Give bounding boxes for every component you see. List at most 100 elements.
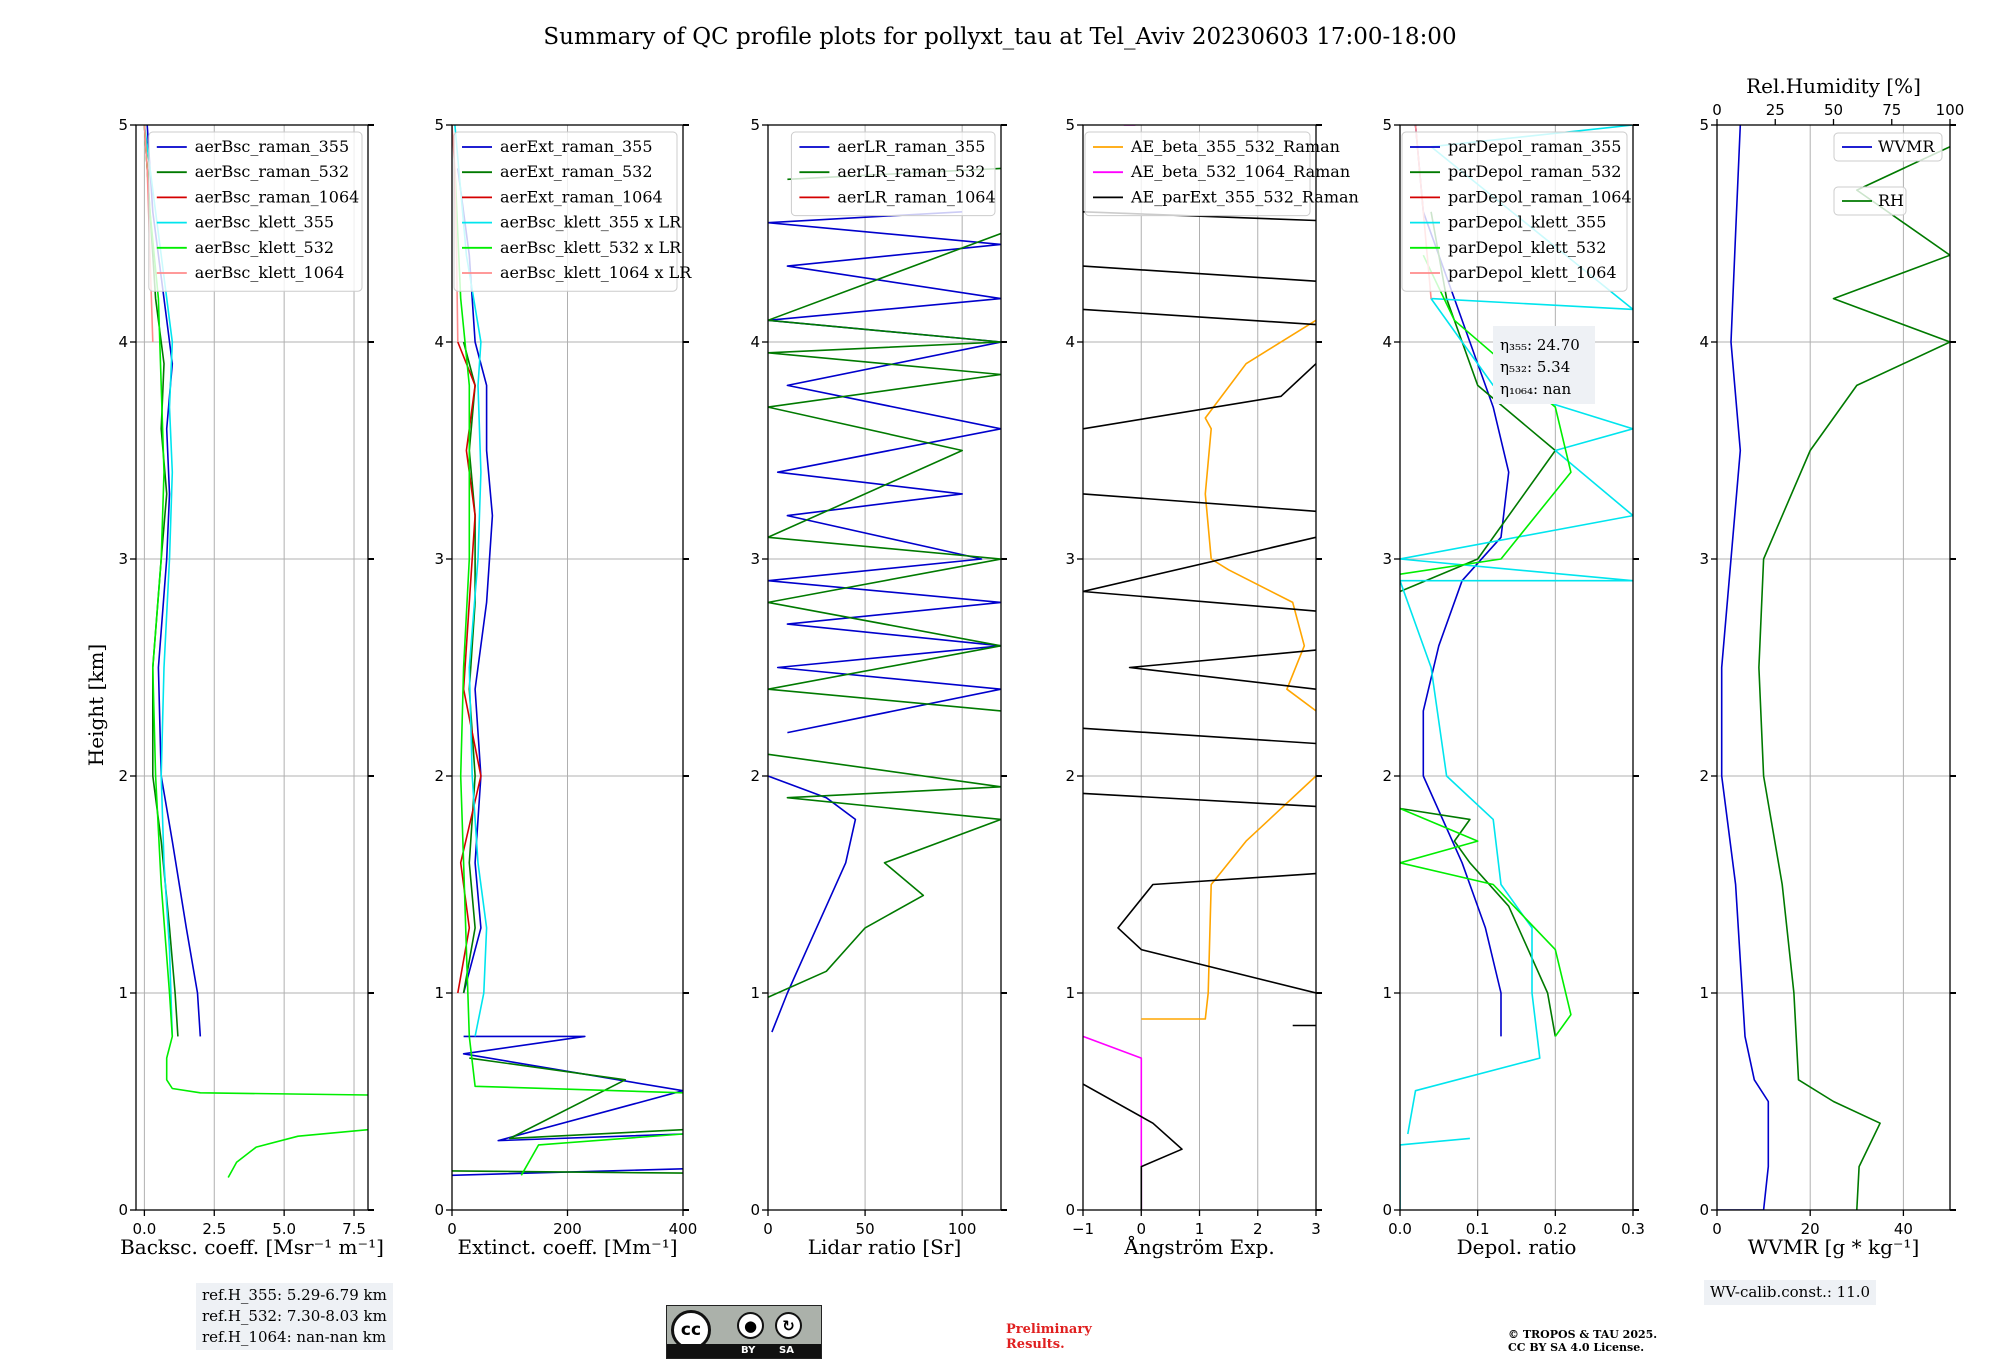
figure-title: Summary of QC profile plots for pollyxt_… xyxy=(543,24,1456,50)
legend-label: aerBsc_klett_1064 xyxy=(195,263,344,282)
legend-label: parDepol_klett_355 xyxy=(1448,213,1606,232)
legend-box xyxy=(1833,132,1943,162)
series-line-aerBsc_klett_355 x LR xyxy=(454,125,488,1037)
x-tick-label: 0 xyxy=(1136,1220,1146,1238)
x-axis-label: Ångström Exp. xyxy=(1123,1234,1274,1259)
series-group xyxy=(1717,125,1950,1210)
series-group xyxy=(1083,125,1316,1210)
y-tick-label: 3 xyxy=(1699,550,1709,568)
y-tick-label: 1 xyxy=(1065,984,1075,1002)
y-tick-label: 4 xyxy=(434,333,444,351)
axes-frame xyxy=(135,124,369,1211)
legend: parDepol_raman_355 parDepol_raman_532 parD… xyxy=(1401,131,1632,292)
legend-wvmr: WVMR xyxy=(1833,132,1943,162)
annotation-box xyxy=(1493,326,1595,404)
y-tick-label: 5 xyxy=(118,116,128,134)
series-line-aerLR_raman_355 xyxy=(768,211,1001,1033)
legend-label: aerBsc_klett_1064 x LR xyxy=(500,263,692,282)
series-line-AE_parExt_355_532_Raman xyxy=(1083,211,1316,1210)
y-tick-label: 0 xyxy=(118,1201,128,1219)
legend-label: aerBsc_klett_355 x LR xyxy=(500,213,682,232)
y-tick-label: 4 xyxy=(1382,333,1392,351)
y-tick-label: 2 xyxy=(1699,767,1709,785)
legend-label: aerBsc_klett_355 xyxy=(195,213,334,232)
wv-calib-box: WV-calib.const.: 11.0 xyxy=(1704,1280,1877,1305)
legend: aerBsc_raman_355 aerBsc_raman_532 aerBsc_r… xyxy=(148,131,363,292)
legend-label: parDepol_raman_355 xyxy=(1448,137,1621,156)
x-tick-label: 1 xyxy=(1195,1220,1205,1238)
legend-rh: RH xyxy=(1833,186,1907,216)
legend-label: AE_parExt_355_532_Raman xyxy=(1130,187,1359,206)
legend-label: parDepol_raman_532 xyxy=(1448,162,1621,181)
y-tick-label: 3 xyxy=(1065,550,1075,568)
y-tick-label: 1 xyxy=(1699,984,1709,1002)
series-line-AE_beta_532_1064_Raman xyxy=(1083,125,1143,1210)
series-line-RH xyxy=(1758,145,1950,1210)
x-tick-label: 0.0 xyxy=(1388,1220,1412,1238)
legend-label: aerExt_raman_532 xyxy=(500,162,653,181)
annotation-line: η₅₃₂: 5.34 xyxy=(1500,358,1570,376)
x-tick-label: 0 xyxy=(1712,1220,1722,1238)
panel-2: 0 200 400 0 1 2 3 4 5 Extinct. coeff. [Mm⁻¹] aerEx… xyxy=(434,116,697,1259)
y-tick-label: 2 xyxy=(1065,767,1075,785)
x-tick-label: 0.0 xyxy=(132,1220,156,1238)
series-line-aerExt_raman_532 xyxy=(452,341,683,1174)
x-tick-label: 50 xyxy=(856,1220,875,1238)
legend-label: RH xyxy=(1878,191,1904,210)
preliminary-line-1: Preliminary xyxy=(1006,1322,1092,1337)
axes-frame xyxy=(1399,124,1634,1211)
x2-tick-label: 0 xyxy=(1712,101,1722,119)
series-group xyxy=(452,125,683,1177)
legend-label: aerLR_raman_355 xyxy=(837,137,985,156)
y-tick-label: 3 xyxy=(1382,550,1392,568)
ref-height-532: ref.H_532: 7.30-8.03 km xyxy=(202,1307,387,1325)
preliminary-notice: Preliminary Results. xyxy=(1006,1322,1126,1352)
x-tick-label: 400 xyxy=(669,1220,698,1238)
by-person-icon: ● xyxy=(737,1312,764,1339)
legend-label: aerBsc_raman_532 xyxy=(195,162,349,181)
panel-1: 0.0 2.5 5.0 7.5 0 1 2 3 4 5 Backsc. coeff. [Msr⁻¹ … xyxy=(118,116,383,1259)
y-tick-label: 5 xyxy=(750,116,760,134)
legend-label: parDepol_raman_1064 xyxy=(1448,187,1632,206)
x-tick-label: 2.5 xyxy=(202,1220,226,1238)
reference-heights-box: ref.H_355: 5.29-6.79 km ref.H_532: 7.30-… xyxy=(196,1283,393,1350)
panel-3: 0 50 100 0 1 2 3 4 5 Lidar ratio [Sr] aerLR_raman_… xyxy=(750,116,1007,1259)
series-line-aerBsc_raman_355 xyxy=(146,125,202,1037)
x-tick-label: 20 xyxy=(1801,1220,1820,1238)
x-axis-label: Extinct. coeff. [Mm⁻¹] xyxy=(457,1235,677,1259)
x-tick-label: 200 xyxy=(553,1220,582,1238)
y-tick-label: 2 xyxy=(118,767,128,785)
legend: aerExt_raman_355 aerExt_raman_532 aerExt_r… xyxy=(453,131,692,292)
x-tick-label: 2 xyxy=(1253,1220,1263,1238)
x-tick-label: 0.1 xyxy=(1466,1220,1490,1238)
x-axis-label: Depol. ratio xyxy=(1457,1235,1577,1259)
series-line-parDepol_klett_532 xyxy=(1400,254,1572,1037)
y-tick-label: 5 xyxy=(1699,116,1709,134)
y-tick-label: 5 xyxy=(1065,116,1075,134)
y-tick-label: 4 xyxy=(750,333,760,351)
y-tick-label: 4 xyxy=(118,333,128,351)
legend-label: parDepol_klett_532 xyxy=(1448,238,1606,257)
x-tick-label: 100 xyxy=(948,1220,977,1238)
y-tick-label: 5 xyxy=(1382,116,1392,134)
y-tick-label: 3 xyxy=(118,550,128,568)
y-tick-label: 2 xyxy=(434,767,444,785)
preliminary-line-2: Results. xyxy=(1006,1337,1065,1352)
series-group xyxy=(768,167,1001,1033)
legend-label: aerBsc_klett_532 x LR xyxy=(500,238,682,257)
ref-height-1064: ref.H_1064: nan-nan km xyxy=(202,1328,387,1346)
panel-6: 0 20 40 0 1 2 3 4 5 WVMR [g * kg⁻¹] 0 25 50 75 100 Rel.… xyxy=(1699,74,1964,1259)
series-line-aerBsc_klett_532 xyxy=(143,125,368,1178)
series-line-WVMR xyxy=(1717,125,1770,1210)
y-tick-label: 5 xyxy=(434,116,444,134)
y-tick-label: 0 xyxy=(434,1201,444,1219)
cc-label-by: BY xyxy=(741,1345,756,1356)
legend-box xyxy=(1401,131,1628,292)
legend-box xyxy=(453,131,678,292)
y-tick-label: 0 xyxy=(1065,1201,1075,1219)
y-axis-label: Height [km] xyxy=(84,644,108,766)
legend-label: aerExt_raman_355 xyxy=(500,137,653,156)
x-tick-label: 40 xyxy=(1894,1220,1913,1238)
